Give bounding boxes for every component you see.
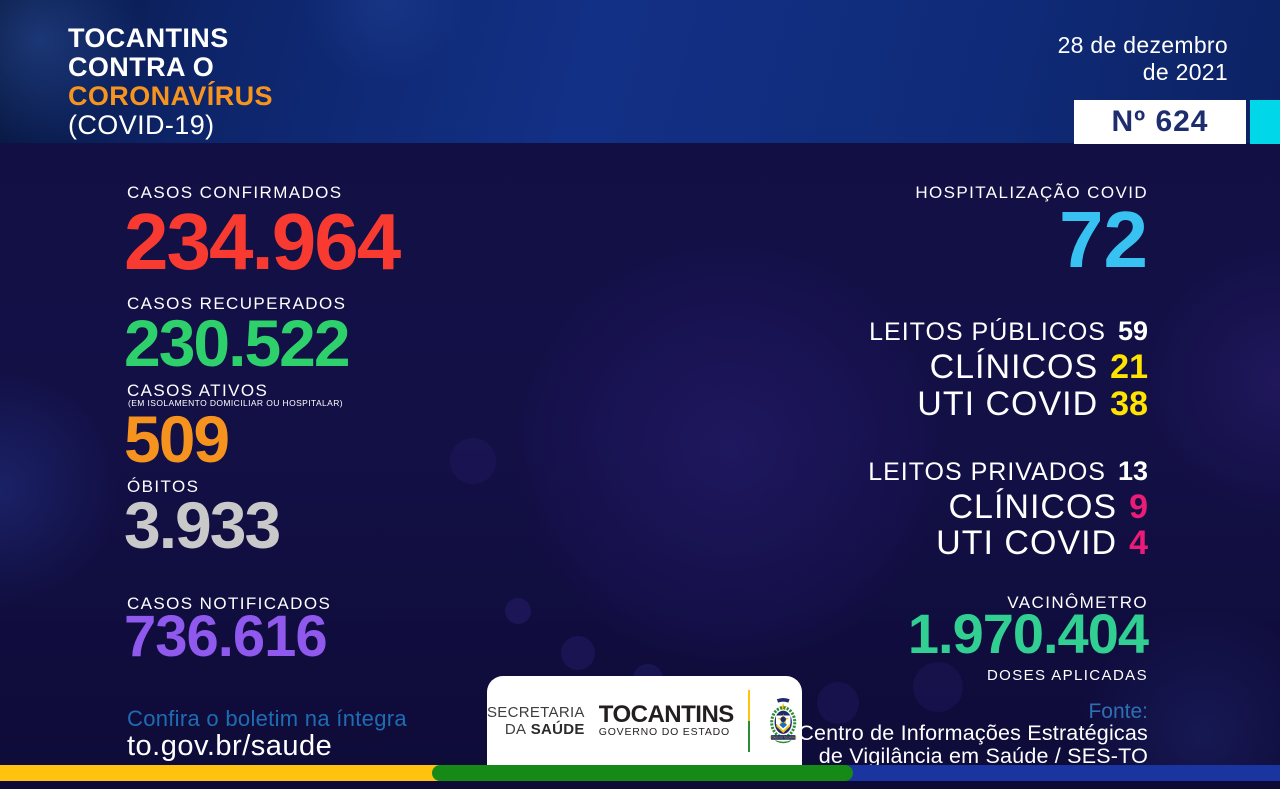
campaign-title: TOCANTINS CONTRA O CORONAVÍRUS (COVID-19… — [68, 24, 273, 140]
tocantins-government-logo: TOCANTINS GOVERNO DO ESTADO — [598, 700, 735, 738]
public-clinical-label: CLÍNICOS — [929, 348, 1099, 386]
private-clinical-row: CLÍNICOS 9 — [628, 490, 1148, 524]
deaths-value: 3.933 — [124, 488, 281, 562]
date-line1: 28 de dezembro — [1057, 32, 1228, 58]
secretaria-line2: DA SAÚDE — [504, 720, 585, 738]
badge-cyan-accent — [1250, 100, 1280, 144]
active-cases-value: 509 — [124, 402, 230, 476]
notified-cases-label: CASOS NOTIFICADOS — [127, 594, 332, 613]
private-icu-label: UTI COVID — [936, 524, 1118, 562]
private-clinical-value: 9 — [1129, 488, 1148, 526]
bulletin-number-badge: Nº 624 — [1074, 100, 1246, 144]
source-line2: de Vigilância em Saúde / SES-TO — [818, 744, 1148, 768]
public-beds-row: LEITOS PÚBLICOS 59 — [628, 318, 1148, 345]
svg-text:ESTADO DO TOCANTINS: ESTADO DO TOCANTINS — [769, 736, 797, 739]
stripe-yellow — [0, 765, 460, 781]
private-beds-label: LEITOS PRIVADOS — [868, 458, 1106, 486]
bulletin-url: to.gov.br/saude — [127, 730, 333, 762]
private-icu-value: 4 — [1129, 524, 1148, 562]
vaccinometer-sublabel: DOSES APLICADAS — [986, 667, 1148, 684]
hospitalization-label: HOSPITALIZAÇÃO COVID — [915, 183, 1148, 202]
vaccinometer-label: VACINÔMETRO — [1007, 593, 1148, 612]
active-cases-label: CASOS ATIVOS — [127, 381, 269, 400]
header-band: TOCANTINS CONTRA O CORONAVÍRUS (COVID-19… — [0, 0, 1280, 143]
date-line2: de 2021 — [1142, 59, 1228, 85]
confirmed-cases-value: 234.964 — [124, 197, 401, 286]
confirmed-cases-label: CASOS CONFIRMADOS — [127, 183, 343, 202]
logo-divider — [747, 689, 750, 752]
active-cases-sublabel: (EM ISOLAMENTO DOMICILIAR OU HOSPITALAR) — [128, 398, 343, 408]
stripe-blue — [840, 765, 1280, 781]
government-logo-box: SECRETARIA DA SAÚDE TOCANTINS GOVERNO DO… — [487, 676, 802, 765]
private-clinical-label: CLÍNICOS — [948, 488, 1118, 526]
hospitalization-value: 72 — [1059, 195, 1148, 284]
recovered-cases-label: CASOS RECUPERADOS — [127, 294, 347, 313]
tocantins-coat-of-arms-icon: ESTADO DO TOCANTINS — [769, 697, 797, 743]
recovered-cases-value: 230.522 — [124, 306, 351, 380]
public-icu-value: 38 — [1110, 385, 1148, 423]
title-line-covid19: (COVID-19) — [68, 110, 215, 140]
vaccinometer-value: 1.970.404 — [907, 602, 1149, 665]
title-line-tocantins: TOCANTINS — [68, 23, 229, 53]
title-line-contra-o: CONTRA O — [68, 52, 215, 82]
private-icu-row: UTI COVID 4 — [628, 526, 1148, 560]
private-beds-row: LEITOS PRIVADOS 13 — [628, 458, 1148, 485]
public-clinical-row: CLÍNICOS 21 — [628, 350, 1148, 384]
bulletin-number: Nº 624 — [1111, 105, 1209, 138]
bulletin-cta-text: Confira o boletim na íntegra — [127, 706, 407, 731]
public-beds-label: LEITOS PÚBLICOS — [869, 318, 1106, 346]
virus-decoration — [505, 598, 531, 624]
public-beds-value: 59 — [1117, 316, 1148, 346]
public-icu-row: UTI COVID 38 — [628, 387, 1148, 421]
public-clinical-value: 21 — [1110, 348, 1148, 386]
gov-subtitle: GOVERNO DO ESTADO — [598, 725, 731, 738]
notified-cases-value: 736.616 — [124, 604, 328, 669]
gov-name: TOCANTINS — [598, 700, 735, 728]
stripe-green — [432, 765, 853, 781]
bottom-edge — [0, 781, 1280, 789]
bulletin-date: 28 de dezembro de 2021 — [1058, 32, 1228, 86]
title-line-coronavirus: CORONAVÍRUS — [68, 81, 273, 111]
secretaria-saude-logo: SECRETARIA DA SAÚDE — [487, 704, 585, 738]
secretaria-line1: SECRETARIA — [487, 703, 585, 721]
private-beds-value: 13 — [1117, 456, 1148, 486]
source-label: Fonte: — [1088, 700, 1148, 723]
public-icu-label: UTI COVID — [917, 385, 1099, 423]
deaths-label: ÓBITOS — [127, 477, 200, 496]
source-line1: Centro de Informações Estratégicas — [798, 721, 1148, 745]
